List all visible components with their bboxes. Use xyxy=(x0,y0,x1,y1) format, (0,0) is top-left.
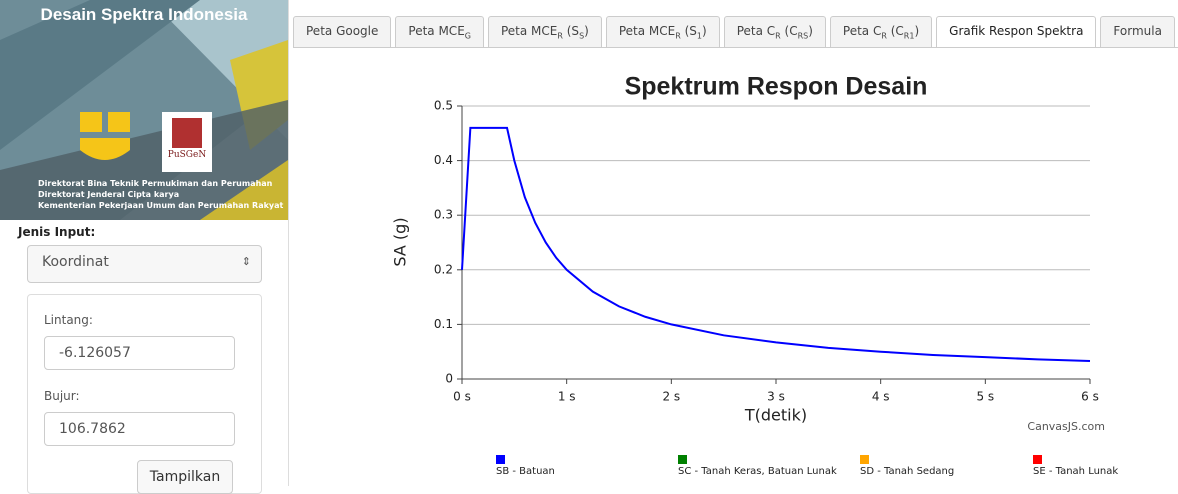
y-tick-label: 0.5 xyxy=(434,99,453,113)
legend-swatch xyxy=(678,455,687,464)
tab-text: ) xyxy=(914,24,920,38)
sidebar: PuSGeN Desain Spektra Indonesia Direktor… xyxy=(0,0,289,494)
show-button[interactable]: Tampilkan xyxy=(137,460,233,494)
tab-text: ) xyxy=(808,24,813,38)
tab[interactable]: Grafik Respon Spektra xyxy=(936,16,1097,47)
x-tick-label: 2 s xyxy=(662,390,680,404)
lon-label: Bujur: xyxy=(44,389,80,403)
x-tick-label: 3 s xyxy=(767,390,785,404)
tab[interactable]: Peta MCER (S1) xyxy=(605,16,720,47)
y-tick-label: 0.1 xyxy=(434,317,453,331)
input-type-label: Jenis Input: xyxy=(18,225,96,239)
tab[interactable]: Formula xyxy=(1100,16,1175,47)
tab-subscript: R xyxy=(675,31,681,41)
tab-text: Peta MCE xyxy=(408,24,465,38)
y-tick-label: 0.4 xyxy=(434,153,453,167)
select-arrow: ⇕ xyxy=(241,255,251,268)
banner-line: Kementerian Pekerjaan Umum dan Perumahan… xyxy=(38,201,284,210)
banner-line: Direktorat Bina Teknik Permukiman dan Pe… xyxy=(38,179,273,188)
tab-text: Peta MCE xyxy=(618,24,676,38)
lat-input[interactable]: -6.126057 xyxy=(44,336,235,370)
banner-art: PuSGeN Desain Spektra Indonesia Direktor… xyxy=(0,0,288,220)
tab-text: Peta MCE xyxy=(500,24,558,38)
tab-text: Peta C xyxy=(842,24,882,38)
tab-text: (C xyxy=(780,24,798,38)
tab-subscript: R xyxy=(881,31,887,41)
x-tick-label: 5 s xyxy=(976,390,994,404)
tab-subscript: R1 xyxy=(903,31,915,41)
legend-swatch xyxy=(496,455,505,464)
lon-input[interactable]: 106.7862 xyxy=(44,412,235,446)
tab-text: Peta Google xyxy=(306,24,379,38)
banner-line: Direktorat Jenderal Cipta karya xyxy=(38,190,179,199)
x-tick-label: 6 s xyxy=(1081,390,1099,404)
credit: CanvasJS.com xyxy=(1027,420,1105,433)
x-tick-label: 4 s xyxy=(872,390,890,404)
app-title: Desain Spektra Indonesia xyxy=(41,5,248,24)
y-axis-label: SA (g) xyxy=(391,217,410,266)
legend-label: SC - Tanah Keras, Batuan Lunak xyxy=(678,466,837,477)
tab-subscript: G xyxy=(464,31,471,41)
tab-text: Peta C xyxy=(736,24,776,38)
tab-subscript: RS xyxy=(797,31,809,41)
series-line xyxy=(461,126,1091,362)
tab-text: ) xyxy=(702,24,707,38)
tab-subscript: R xyxy=(557,31,563,41)
legend-swatch xyxy=(1033,455,1042,464)
x-tick-label: 1 s xyxy=(558,390,576,404)
tab-subscript: S xyxy=(579,31,585,41)
legend-swatch xyxy=(860,455,869,464)
tab[interactable]: Peta CR (CRS) xyxy=(723,16,826,47)
tab[interactable]: Peta CR (CR1) xyxy=(829,16,933,47)
tab-text: (S xyxy=(562,24,580,38)
tab[interactable]: Peta Google xyxy=(293,16,392,47)
y-tick-label: 0 xyxy=(445,372,453,386)
banner: PuSGeN Desain Spektra Indonesia Direktor… xyxy=(0,0,288,220)
tab-text: Grafik Respon Spektra xyxy=(949,24,1084,38)
tab-text: ) xyxy=(584,24,589,38)
chart-title: Spektrum Respon Desain xyxy=(625,73,928,101)
legend-label: SB - Batuan xyxy=(496,466,555,477)
tab[interactable]: Peta MCEG xyxy=(395,16,484,47)
legend-label: SE - Tanah Lunak xyxy=(1033,466,1118,477)
tab-bar: Peta Google Peta MCEG Peta MCER (SS) Peta M… xyxy=(293,16,1178,48)
legend-label: SD - Tanah Sedang xyxy=(860,466,954,477)
x-axis-label: T(detik) xyxy=(744,406,807,425)
select-value: Koordinat xyxy=(42,254,109,270)
chart: Spektrum Respon Desain SA (g) T(detik) C… xyxy=(391,73,1119,477)
tab-subscript: 1 xyxy=(696,31,702,41)
logo-text: PuSGeN xyxy=(168,150,207,160)
lat-label: Lintang: xyxy=(44,313,93,327)
tab[interactable]: Peta MCER (SS) xyxy=(487,16,602,47)
y-tick-label: 0.3 xyxy=(434,208,453,222)
tab-text: (S xyxy=(680,24,697,38)
y-tick-label: 0.2 xyxy=(434,262,453,276)
x-tick-label: 0 s xyxy=(453,390,471,404)
tab-text: (C xyxy=(886,24,904,38)
tab-subscript: R xyxy=(775,31,781,41)
input-type-select[interactable]: Koordinat ⇕ xyxy=(27,245,262,283)
tab-text: Formula xyxy=(1113,24,1162,38)
